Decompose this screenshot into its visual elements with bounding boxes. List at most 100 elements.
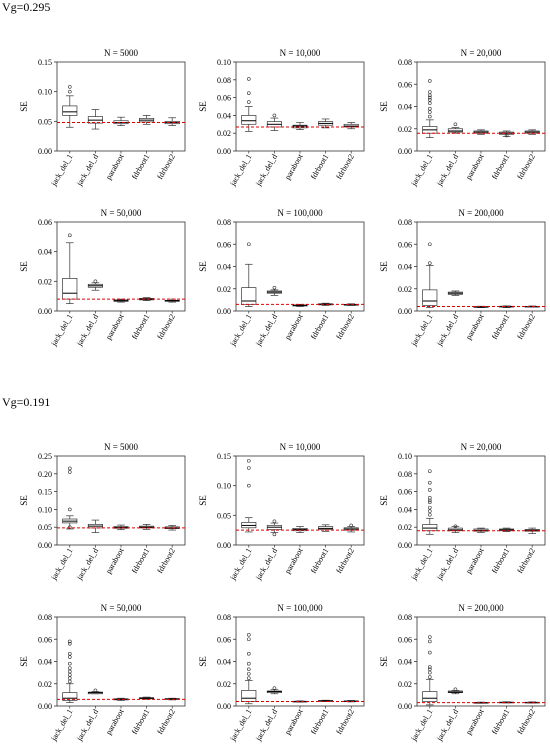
y-tick-label: 0.20 [38, 470, 52, 479]
x-category-label: jack_del_d [434, 153, 460, 189]
outlier-point [68, 641, 72, 646]
y-tick-label: 0.04 [398, 103, 412, 112]
outlier-point [68, 507, 72, 512]
box-fdrboot1 [139, 297, 155, 301]
y-tick-label: 0.06 [398, 240, 412, 249]
x-category-label: fdrboot1 [490, 312, 512, 340]
x-category-label: paraboot [464, 707, 486, 736]
outlier-point [68, 466, 72, 471]
outlier-point [68, 89, 72, 94]
box-paraboot [113, 298, 129, 303]
outlier-point [349, 523, 354, 528]
outlier-point [68, 651, 72, 656]
y-tick-label: 0.02 [217, 285, 231, 294]
x-category-label: fdrboot1 [130, 153, 152, 181]
outlier-point [247, 242, 251, 247]
x-category-label: fdrboot2 [515, 708, 537, 736]
outlier-point [427, 93, 432, 98]
outlier-point [68, 669, 72, 674]
panel-12: N = 200,000 0.00 0.02 0.04 0.06 0.08 SE jack_de… [379, 603, 546, 743]
y-tick-label: 0.02 [38, 277, 52, 286]
y-tick-label: 0.00 [217, 147, 231, 156]
box-jack_del_d [87, 109, 103, 130]
y-tick-label: 0.06 [398, 488, 412, 497]
box-iqr [62, 105, 78, 116]
panel-title: N = 50,000 [101, 208, 142, 218]
box-jack_del_d [447, 524, 463, 533]
section-label-bottom: Vg=0.191 [2, 395, 51, 409]
outlier-point [427, 675, 432, 679]
box-fdrboot1 [139, 115, 155, 125]
panel-11: N = 100,000 0.00 0.02 0.04 0.06 0.08 SE jack_de… [198, 603, 365, 743]
x-category-label: jack_del_d [74, 153, 100, 189]
box-iqr [447, 128, 463, 133]
box-paraboot [473, 129, 489, 135]
panel-title: N = 100,000 [277, 603, 323, 613]
y-tick-label: 0.04 [217, 263, 231, 272]
panel-4: N = 50,000 0.00 0.02 0.04 0.06 SE jack_del_1 ja… [19, 208, 186, 349]
outlier-point [68, 85, 72, 89]
panel-title: N = 20,000 [461, 48, 502, 58]
outlier-point [68, 661, 72, 666]
y-axis-label: SE [198, 101, 208, 112]
x-category-label: fdrboot2 [334, 153, 356, 181]
box-fdrboot2 [343, 122, 359, 130]
outlier-point [272, 686, 277, 691]
y-tick-label: 0.10 [38, 88, 52, 97]
box-fdrboot1 [318, 118, 334, 129]
panel-title: N = 5000 [104, 442, 139, 452]
x-category-label: jack_del_1 [228, 152, 254, 188]
x-category-label: fdrboot2 [334, 547, 356, 575]
box-jack_del_d [266, 686, 282, 695]
outlier-point [427, 635, 432, 639]
box-paraboot [292, 526, 308, 533]
y-axis-label: SE [379, 261, 389, 272]
x-category-label: fdrboot1 [130, 708, 152, 736]
y-tick-label: 0.04 [398, 505, 412, 514]
x-category-label: jack_del_1 [49, 313, 75, 349]
panel-9: N = 20,000 0.00 0.02 0.04 0.06 0.08 0.10 SE jack… [379, 442, 546, 582]
outlier-point [93, 279, 98, 284]
box-fdrboot1 [499, 701, 515, 704]
y-tick-label: 0.02 [217, 680, 231, 689]
outlier-point [427, 509, 432, 513]
y-axis-label: SE [379, 656, 389, 667]
outlier-point [427, 512, 432, 517]
y-tick-label: 0.00 [38, 307, 52, 316]
x-category-label: fdrboot1 [490, 708, 512, 736]
x-category-label: paraboot [283, 152, 305, 181]
x-category-label: jack_del_d [253, 153, 279, 189]
outlier-point [247, 483, 251, 488]
box-jack_del_d [87, 279, 103, 291]
y-tick-label: 0.02 [398, 125, 412, 134]
x-category-label: jack_del_1 [409, 153, 435, 189]
y-tick-label: 0.04 [398, 263, 412, 272]
outlier-point [247, 100, 251, 104]
panel-3: N = 20,000 0.00 0.02 0.04 0.06 0.08 SE jack_del… [379, 48, 546, 189]
y-tick-label: 0.02 [398, 680, 412, 689]
outlier-point [272, 532, 277, 537]
box-fdrboot1 [499, 527, 515, 533]
x-category-label: paraboot [104, 152, 126, 181]
y-tick-label: 0.06 [38, 218, 52, 227]
y-tick-label: 0.06 [38, 635, 52, 644]
outlier-point [427, 505, 432, 510]
x-category-label: paraboot [464, 312, 486, 341]
y-tick-label: 0.00 [38, 702, 52, 711]
outlier-point [427, 488, 432, 492]
y-tick-label: 0.04 [217, 658, 231, 667]
outlier-point [427, 114, 432, 119]
outlier-point [427, 79, 432, 83]
box-paraboot [113, 524, 129, 531]
y-tick-label: 0.06 [217, 94, 231, 103]
y-tick-label: 0.15 [38, 58, 52, 67]
box-fdrboot2 [164, 117, 180, 126]
box-jack_del_1 [241, 77, 257, 132]
box-paraboot [473, 305, 489, 309]
y-axis-label: SE [19, 101, 29, 112]
x-category-label: paraboot [104, 312, 126, 341]
outlier-point [68, 639, 72, 644]
outlier-point [247, 667, 251, 672]
outlier-point [68, 655, 72, 659]
y-tick-label: 0.08 [217, 76, 231, 85]
